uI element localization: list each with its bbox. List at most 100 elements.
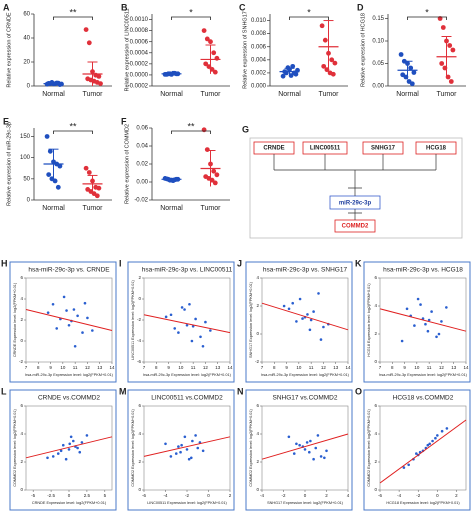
trend-line <box>143 436 231 457</box>
data-point <box>57 163 63 169</box>
data-point <box>400 339 404 343</box>
data-point <box>430 310 433 313</box>
data-point <box>290 63 296 69</box>
x-axis-label: hsa-miR-29c-3p Expression level: log2(FP… <box>25 373 113 377</box>
data-point <box>208 39 213 45</box>
y-tick-label: 0.02 <box>136 162 148 168</box>
panel-letter: F <box>121 116 127 126</box>
data-point <box>402 466 406 469</box>
y-tick-label: 0.06 <box>136 126 148 132</box>
data-point <box>287 435 291 439</box>
data-point <box>51 302 55 306</box>
significance-bracket <box>171 16 211 20</box>
data-point <box>179 450 182 454</box>
panel-letter: K <box>355 258 362 268</box>
x-tick-label: Tumor <box>83 91 104 98</box>
data-point <box>44 134 50 139</box>
data-point <box>312 457 315 461</box>
panel-frame <box>245 389 353 511</box>
data-point <box>212 180 218 186</box>
x-axis-label: CRNDE Expression level: log2(FPKM+0.01) <box>32 501 107 505</box>
y-tick-label: 0.0010 <box>130 17 149 23</box>
x-tick-label: 9 <box>403 365 406 370</box>
y-tick-label: 0.04 <box>136 144 148 150</box>
panel-frame <box>249 137 463 239</box>
y-tick-label: 0 <box>20 487 23 492</box>
x-tick-label: Tumor <box>83 205 104 212</box>
x-tick-label: Normal <box>42 91 65 98</box>
data-point <box>204 320 207 324</box>
y-tick-label: 0.00 <box>372 84 384 90</box>
data-point <box>295 442 298 446</box>
data-point <box>319 23 325 29</box>
chart-title: hsa-miR-29c-3p vs. HCG18 <box>383 267 463 274</box>
x-tick-label: Tumor <box>201 205 222 212</box>
x-tick-label: 11 <box>427 365 432 370</box>
y-axis-label: LINC00511 Expression level: log2(FPKM+0.… <box>131 279 135 359</box>
y-tick-label: 0 <box>256 331 259 336</box>
panel-frame <box>9 261 117 383</box>
panel-letter: N <box>237 386 244 396</box>
chart-title: hsa-miR-29c-3p vs. SNHG17 <box>263 267 348 274</box>
data-point <box>199 335 202 339</box>
panel-frame <box>9 389 117 511</box>
y-tick-label: 0.00 <box>136 180 148 186</box>
chart-title: hsa-miR-29c-3p vs. LINC00511 <box>142 267 233 274</box>
significance-bracket <box>407 16 447 20</box>
x-tick-label: 0 <box>304 493 307 498</box>
x-tick-label: -4 <box>397 493 401 498</box>
data-point <box>91 329 94 332</box>
data-point <box>180 306 184 309</box>
y-tick-label: 50 <box>23 176 30 182</box>
data-point <box>317 292 320 295</box>
y-tick-label: -6 <box>137 359 141 364</box>
chart-title: SNHG17 vs.COMMD2 <box>272 395 337 402</box>
x-tick-label: -2 <box>281 493 285 498</box>
y-tick-label: 4 <box>374 431 377 436</box>
x-tick-label: 0 <box>436 493 439 498</box>
data-point <box>204 147 210 153</box>
data-point <box>416 297 420 301</box>
data-point <box>73 344 77 348</box>
y-tick-label: 60 <box>23 12 30 18</box>
x-tick-label: 9 <box>167 365 170 370</box>
x-tick-label: 8 <box>391 365 394 370</box>
data-point <box>309 439 312 443</box>
y-tick-label: 0.004 <box>251 57 267 63</box>
plot-area <box>379 277 467 363</box>
data-point <box>292 452 296 455</box>
y-axis-label: COMMD2 Expression level: log2(FPKM+0.01) <box>249 408 253 486</box>
y-tick-label: 4 <box>374 303 377 308</box>
data-point <box>86 316 89 320</box>
y-tick-label: 40 <box>23 36 30 42</box>
x-tick-label: 0 <box>68 493 71 498</box>
y-tick-label: 2 <box>20 317 23 322</box>
data-point <box>301 317 304 320</box>
panel-letter: E <box>3 116 9 126</box>
y-tick-label: 100 <box>20 155 31 161</box>
data-point <box>440 320 443 323</box>
x-tick-label: Normal <box>160 205 183 212</box>
x-tick-label: Tumor <box>201 91 222 98</box>
x-tick-label: 8 <box>155 365 158 370</box>
data-point <box>83 27 89 32</box>
y-tick-label: 0 <box>374 359 377 364</box>
y-tick-label: 150 <box>20 134 31 140</box>
y-tick-label: 6 <box>374 403 377 408</box>
data-point <box>174 452 178 455</box>
data-point <box>322 325 325 329</box>
y-tick-label: -0.0002 <box>128 84 149 90</box>
y-axis-label: Relative expression of SNHG17 <box>242 11 248 89</box>
x-tick-label: Tumor <box>319 91 340 98</box>
data-point <box>96 185 102 191</box>
plot-area <box>261 277 349 363</box>
data-point <box>282 304 286 308</box>
y-axis-label: Relative expression of COMMD2 <box>124 124 130 204</box>
data-point <box>330 71 336 77</box>
significance: ** <box>69 7 77 17</box>
data-point <box>177 445 180 448</box>
data-point <box>80 441 84 444</box>
y-tick-label: -2 <box>19 359 23 364</box>
panel-letter: B <box>121 2 128 12</box>
y-tick-label: 2 <box>20 459 23 464</box>
